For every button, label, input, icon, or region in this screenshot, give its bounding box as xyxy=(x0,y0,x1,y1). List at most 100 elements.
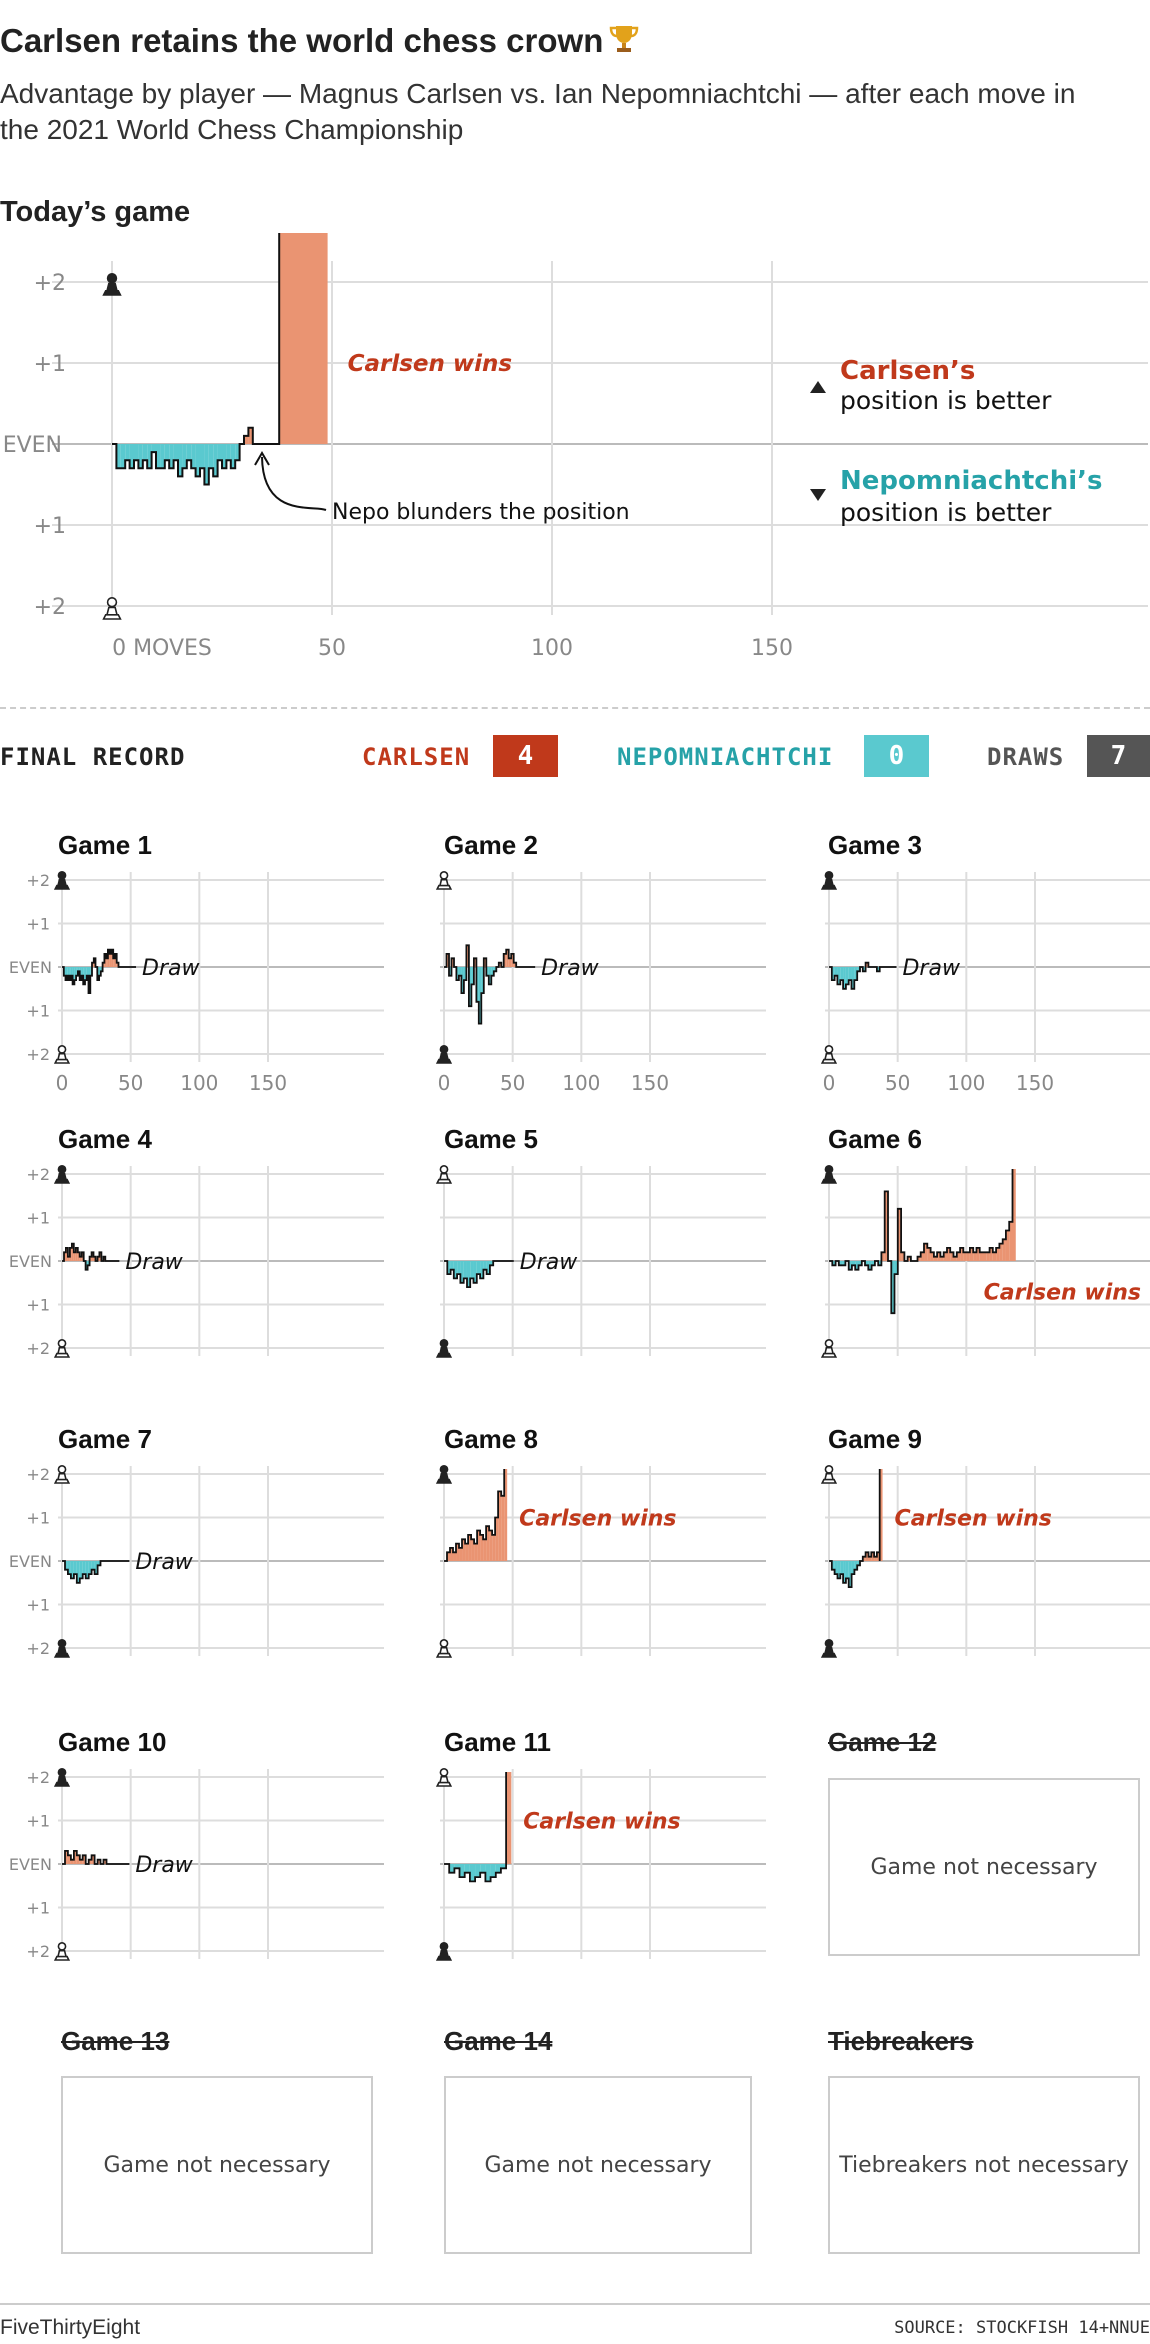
main-y-tick-label: +1 xyxy=(34,352,66,377)
pawn-top-icon xyxy=(435,1465,453,1484)
main-bar xyxy=(217,444,222,461)
game-x-tick-label: 100 xyxy=(562,1071,600,1095)
main-grid xyxy=(52,261,1148,615)
main-bar xyxy=(134,444,139,461)
main-bar xyxy=(160,444,165,469)
game-bar xyxy=(86,967,89,976)
main-x-tick-label: 150 xyxy=(751,636,793,661)
game-bar xyxy=(85,1261,88,1270)
game-result-label: Carlsen wins xyxy=(523,1810,680,1835)
game-bar xyxy=(506,949,509,967)
game-bar xyxy=(113,958,115,967)
section-label: Today’s game xyxy=(0,196,191,228)
game-x-tick-label: 0 xyxy=(823,1071,836,1095)
game-bar xyxy=(462,1539,466,1561)
game-x-tick-label: 50 xyxy=(118,1071,143,1095)
game-x-tick-label: 50 xyxy=(500,1071,525,1095)
main-bar xyxy=(195,444,200,477)
game-bar xyxy=(70,967,73,976)
main-win-block xyxy=(279,233,328,444)
game-bar xyxy=(75,1247,78,1261)
game-bar xyxy=(79,1256,82,1261)
game-bar xyxy=(480,1864,486,1873)
game-bar xyxy=(463,967,467,981)
game-bar xyxy=(986,1252,990,1261)
down-triangle-icon xyxy=(810,489,826,501)
main-y-tick-label: +1 xyxy=(34,514,66,539)
pawn-bottom-icon xyxy=(53,1639,71,1658)
game-bar xyxy=(848,967,852,981)
game-3-chart: Game 3 0 50 100 150 Draw xyxy=(820,830,1150,1095)
game-bar xyxy=(831,1561,835,1570)
main-bar xyxy=(235,444,240,461)
game-bar xyxy=(851,967,855,989)
game-13-title: Game 13 xyxy=(61,2026,170,2056)
game-bar xyxy=(97,1859,101,1864)
game-bar xyxy=(91,1855,95,1864)
game-bar xyxy=(94,1561,98,1575)
game-bar xyxy=(109,953,112,967)
game-advantage-line xyxy=(62,1850,130,1865)
section-divider xyxy=(0,707,1150,709)
game-bar xyxy=(475,1864,481,1878)
game-bar xyxy=(73,1252,76,1261)
main-bar xyxy=(230,444,236,469)
game-areas xyxy=(446,945,517,1024)
main-x-tick-label: 100 xyxy=(531,636,573,661)
game-bar xyxy=(473,1261,477,1283)
pawn-bottom-icon xyxy=(435,1045,453,1064)
game-bar xyxy=(89,1256,92,1261)
game-bar xyxy=(480,1534,484,1561)
game-bar xyxy=(845,967,849,985)
game-bar xyxy=(453,1552,457,1561)
game-bar xyxy=(456,1543,460,1561)
pawn-bottom-icon xyxy=(820,1639,838,1658)
game-bar xyxy=(79,1561,83,1579)
game-bar xyxy=(480,1261,484,1279)
game-advantage-line xyxy=(444,944,536,1025)
game-bar xyxy=(854,967,858,981)
pawn-bottom-icon xyxy=(820,1045,838,1064)
game-bar xyxy=(917,1256,921,1261)
game-areas xyxy=(449,1772,512,1882)
game-bar xyxy=(463,1261,467,1279)
main-areas xyxy=(116,233,328,485)
game-1-title: Game 1 xyxy=(58,830,152,860)
game-6-title: Game 6 xyxy=(828,1124,922,1154)
game-result-label: Draw xyxy=(135,1853,193,1878)
game-y-tick-label: +1 xyxy=(26,915,50,934)
game-11-title: Game 11 xyxy=(444,1727,551,1757)
legend-nepo-text: position is better xyxy=(840,498,1052,527)
game-bar xyxy=(843,1561,846,1583)
game-bar xyxy=(67,1855,71,1864)
game-bar xyxy=(79,1859,83,1864)
game-bar xyxy=(477,1530,481,1561)
game-bar xyxy=(513,962,517,967)
game-bar xyxy=(862,967,866,972)
final-record-label: FINAL RECORD xyxy=(0,743,186,771)
game-bar xyxy=(969,1247,974,1261)
game-9-chart: Game 9 Carlsen wins xyxy=(820,1424,1150,1658)
game-bar xyxy=(453,1261,458,1279)
game-bar xyxy=(460,1261,464,1283)
game-12-title: Game 12 xyxy=(828,1727,937,1757)
carlsen-record-value: 4 xyxy=(493,735,558,777)
game-11-chart: Game 11 Carlsen wins xyxy=(435,1727,766,1961)
game-bar xyxy=(64,1850,68,1864)
game-bar xyxy=(74,967,77,981)
game-bar xyxy=(81,967,84,976)
game-y-tick-label: +2 xyxy=(26,871,50,890)
game-bar xyxy=(73,1561,77,1575)
game-bar xyxy=(69,1247,72,1261)
pawn-top-icon xyxy=(820,1165,838,1184)
game-y-tick-label: +2 xyxy=(26,1339,50,1358)
game-bar xyxy=(868,1556,872,1561)
game-advantage-line xyxy=(829,961,897,990)
pawn-bottom-icon xyxy=(435,1339,453,1358)
game-9-title: Game 9 xyxy=(828,1424,922,1454)
game-y-tick-label: +1 xyxy=(26,1596,50,1615)
main-y-tick-label: EVEN xyxy=(3,433,62,458)
page-title: Carlsen retains the world chess crown xyxy=(0,22,639,63)
game-bar xyxy=(983,1252,987,1261)
game-bar xyxy=(843,967,846,989)
